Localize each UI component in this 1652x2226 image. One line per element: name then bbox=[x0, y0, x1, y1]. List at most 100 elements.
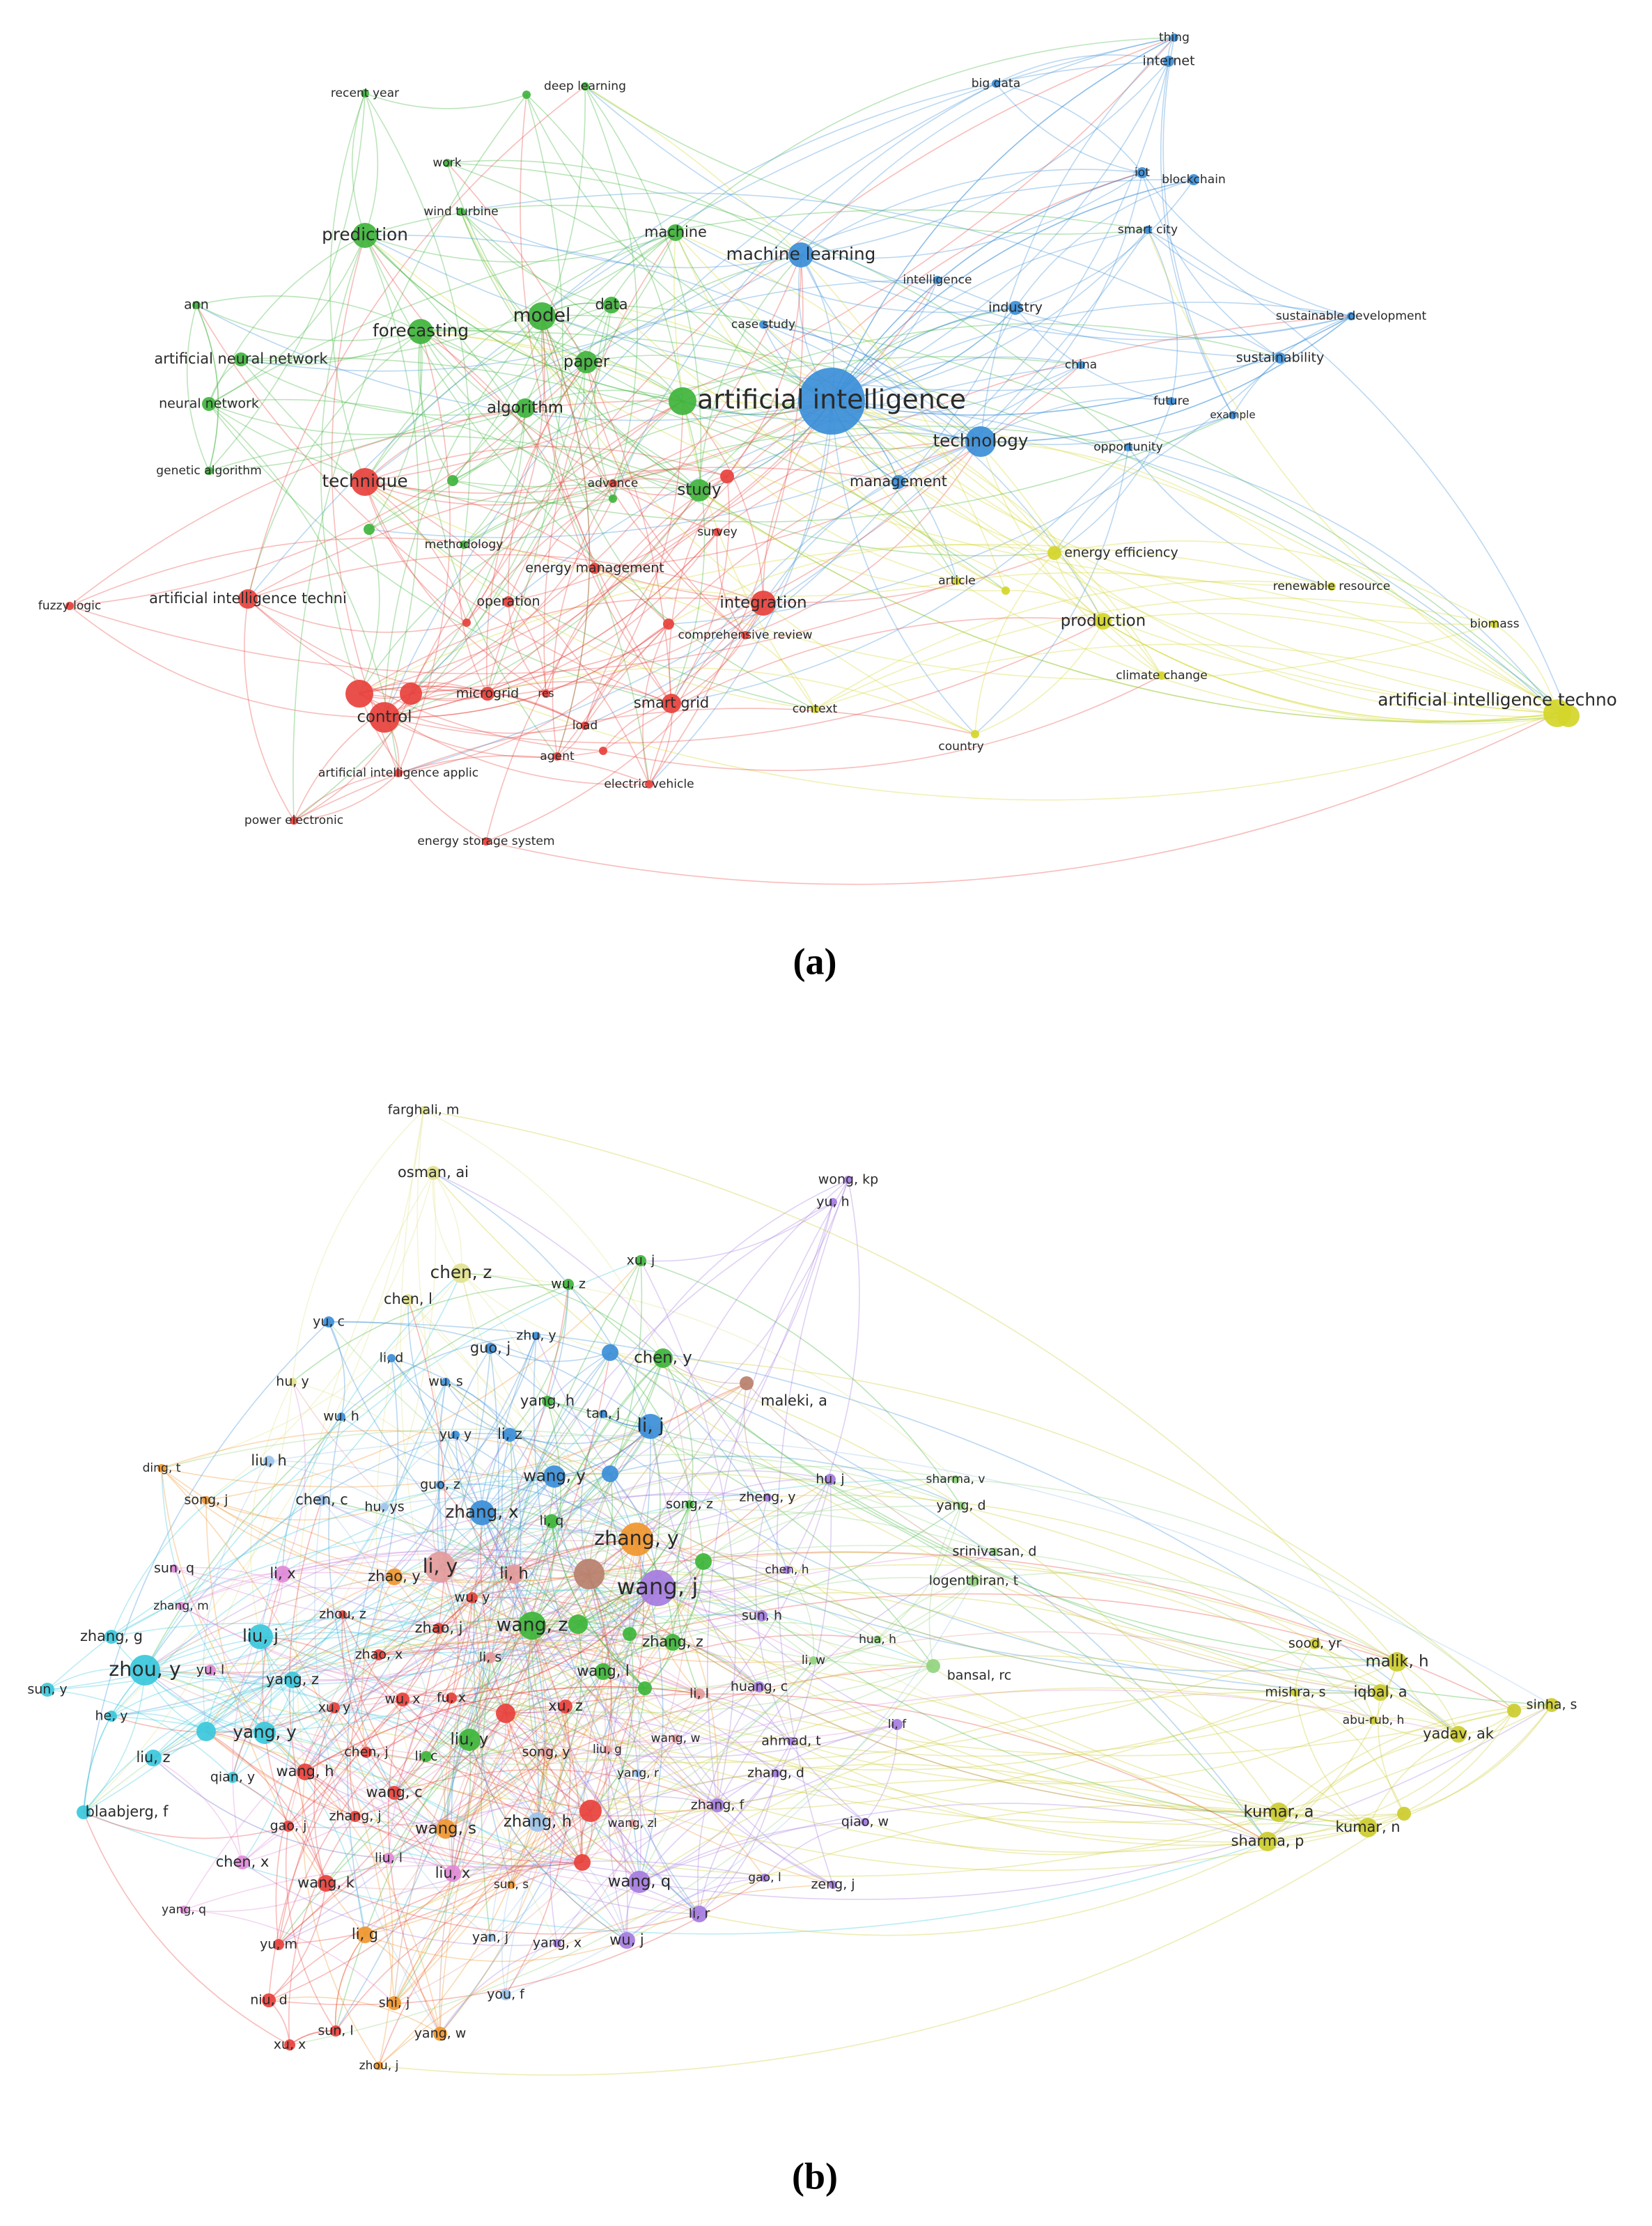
node bbox=[157, 1464, 166, 1472]
node bbox=[192, 301, 201, 309]
node bbox=[396, 1692, 410, 1706]
link bbox=[288, 1816, 356, 2046]
link bbox=[439, 1532, 637, 1568]
link bbox=[439, 1465, 956, 1568]
node bbox=[227, 1772, 238, 1783]
link bbox=[144, 1670, 306, 1773]
node bbox=[639, 1570, 676, 1606]
link bbox=[629, 1633, 760, 1688]
link bbox=[153, 1679, 293, 1759]
node-label: li, y bbox=[423, 1555, 458, 1578]
node-label: zhang, y bbox=[594, 1527, 679, 1550]
link bbox=[293, 772, 399, 821]
node-label: machine learning bbox=[726, 244, 876, 264]
link bbox=[612, 469, 728, 484]
link bbox=[451, 1352, 611, 1874]
link bbox=[439, 1556, 590, 1575]
link bbox=[699, 254, 802, 491]
link bbox=[556, 1823, 633, 1944]
link bbox=[1373, 1720, 1459, 1738]
link bbox=[268, 1996, 441, 2034]
node bbox=[462, 618, 471, 627]
link bbox=[420, 330, 1569, 717]
link bbox=[505, 1580, 974, 1995]
link bbox=[445, 1625, 533, 1830]
link bbox=[1295, 1692, 1369, 1828]
link bbox=[433, 1172, 462, 1274]
node bbox=[628, 1819, 637, 1828]
node-label: technology bbox=[933, 430, 1028, 451]
link bbox=[602, 1179, 849, 1415]
link bbox=[554, 1426, 651, 1477]
node-label: li, d bbox=[380, 1351, 404, 1366]
link bbox=[699, 490, 1569, 723]
link bbox=[264, 1566, 441, 1734]
node bbox=[528, 1812, 547, 1832]
node bbox=[387, 1786, 401, 1800]
node-label: yu, h bbox=[816, 1194, 849, 1210]
node bbox=[444, 1865, 461, 1882]
link bbox=[671, 446, 1129, 704]
link bbox=[551, 1520, 646, 1689]
link bbox=[439, 1426, 651, 2034]
node bbox=[273, 1939, 284, 1950]
link bbox=[505, 1713, 591, 1812]
link bbox=[242, 1679, 295, 1863]
node bbox=[469, 1500, 494, 1525]
link bbox=[445, 1381, 511, 1435]
link bbox=[481, 1512, 633, 1824]
node-label: liu, j bbox=[242, 1626, 279, 1646]
node-label: integration bbox=[719, 594, 806, 612]
link bbox=[611, 304, 1569, 717]
node bbox=[811, 705, 819, 713]
node-label: chen, z bbox=[430, 1262, 492, 1282]
link bbox=[111, 1527, 637, 1637]
link bbox=[662, 1357, 747, 1385]
node-label: liu, l bbox=[375, 1851, 403, 1866]
node-label: song, z bbox=[666, 1497, 713, 1512]
link bbox=[487, 667, 976, 735]
link bbox=[937, 279, 1352, 338]
node bbox=[373, 1649, 384, 1660]
link bbox=[111, 1636, 265, 1734]
link bbox=[364, 400, 832, 495]
caption: (b) bbox=[792, 2155, 838, 2197]
link bbox=[790, 1741, 1369, 1846]
link bbox=[505, 1539, 637, 1714]
link bbox=[831, 400, 1055, 554]
node-label: yu, y bbox=[439, 1427, 472, 1442]
node bbox=[844, 1176, 852, 1184]
node-label: country bbox=[938, 740, 983, 754]
link bbox=[472, 1551, 1515, 1711]
node-label: wang, w bbox=[651, 1731, 701, 1745]
link bbox=[671, 602, 764, 704]
node bbox=[759, 320, 767, 329]
link bbox=[210, 1587, 658, 1681]
link bbox=[452, 1713, 506, 1874]
link bbox=[980, 172, 1143, 442]
link bbox=[537, 1624, 582, 1823]
node-label: niu, d bbox=[250, 1993, 288, 2008]
node-label: wu, h bbox=[323, 1409, 359, 1424]
node-label: yu, m bbox=[260, 1937, 297, 1952]
link bbox=[111, 1622, 566, 1707]
node bbox=[408, 319, 433, 344]
link bbox=[410, 441, 981, 694]
link bbox=[173, 1568, 658, 1624]
link bbox=[420, 331, 614, 499]
node-label: deep learning bbox=[544, 79, 626, 93]
node bbox=[485, 1652, 496, 1663]
node-label: song, j bbox=[185, 1493, 228, 1508]
node-label: zheng, y bbox=[739, 1490, 795, 1505]
node-label: gao, j bbox=[270, 1819, 307, 1834]
link bbox=[205, 1260, 641, 1501]
link bbox=[1278, 1809, 1369, 1828]
link bbox=[335, 1862, 583, 2032]
node bbox=[589, 563, 600, 574]
link bbox=[545, 1686, 760, 1753]
link bbox=[490, 1348, 611, 1362]
link bbox=[1141, 172, 1281, 359]
link bbox=[589, 1383, 747, 1575]
link bbox=[292, 1679, 446, 1830]
link bbox=[531, 1561, 704, 1626]
